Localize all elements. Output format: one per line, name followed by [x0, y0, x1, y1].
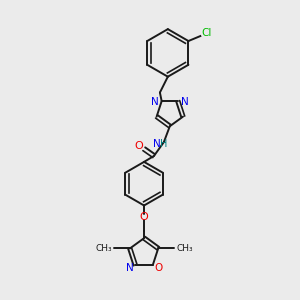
Text: O: O [154, 263, 163, 273]
Text: N: N [125, 263, 133, 273]
Text: Cl: Cl [201, 28, 211, 38]
Text: H: H [160, 139, 168, 149]
Text: N: N [153, 139, 161, 149]
Text: O: O [135, 141, 143, 151]
Text: CH₃: CH₃ [95, 244, 112, 253]
Text: CH₃: CH₃ [176, 244, 193, 253]
Text: N: N [151, 97, 159, 107]
Text: N: N [181, 97, 189, 107]
Text: O: O [140, 212, 148, 222]
